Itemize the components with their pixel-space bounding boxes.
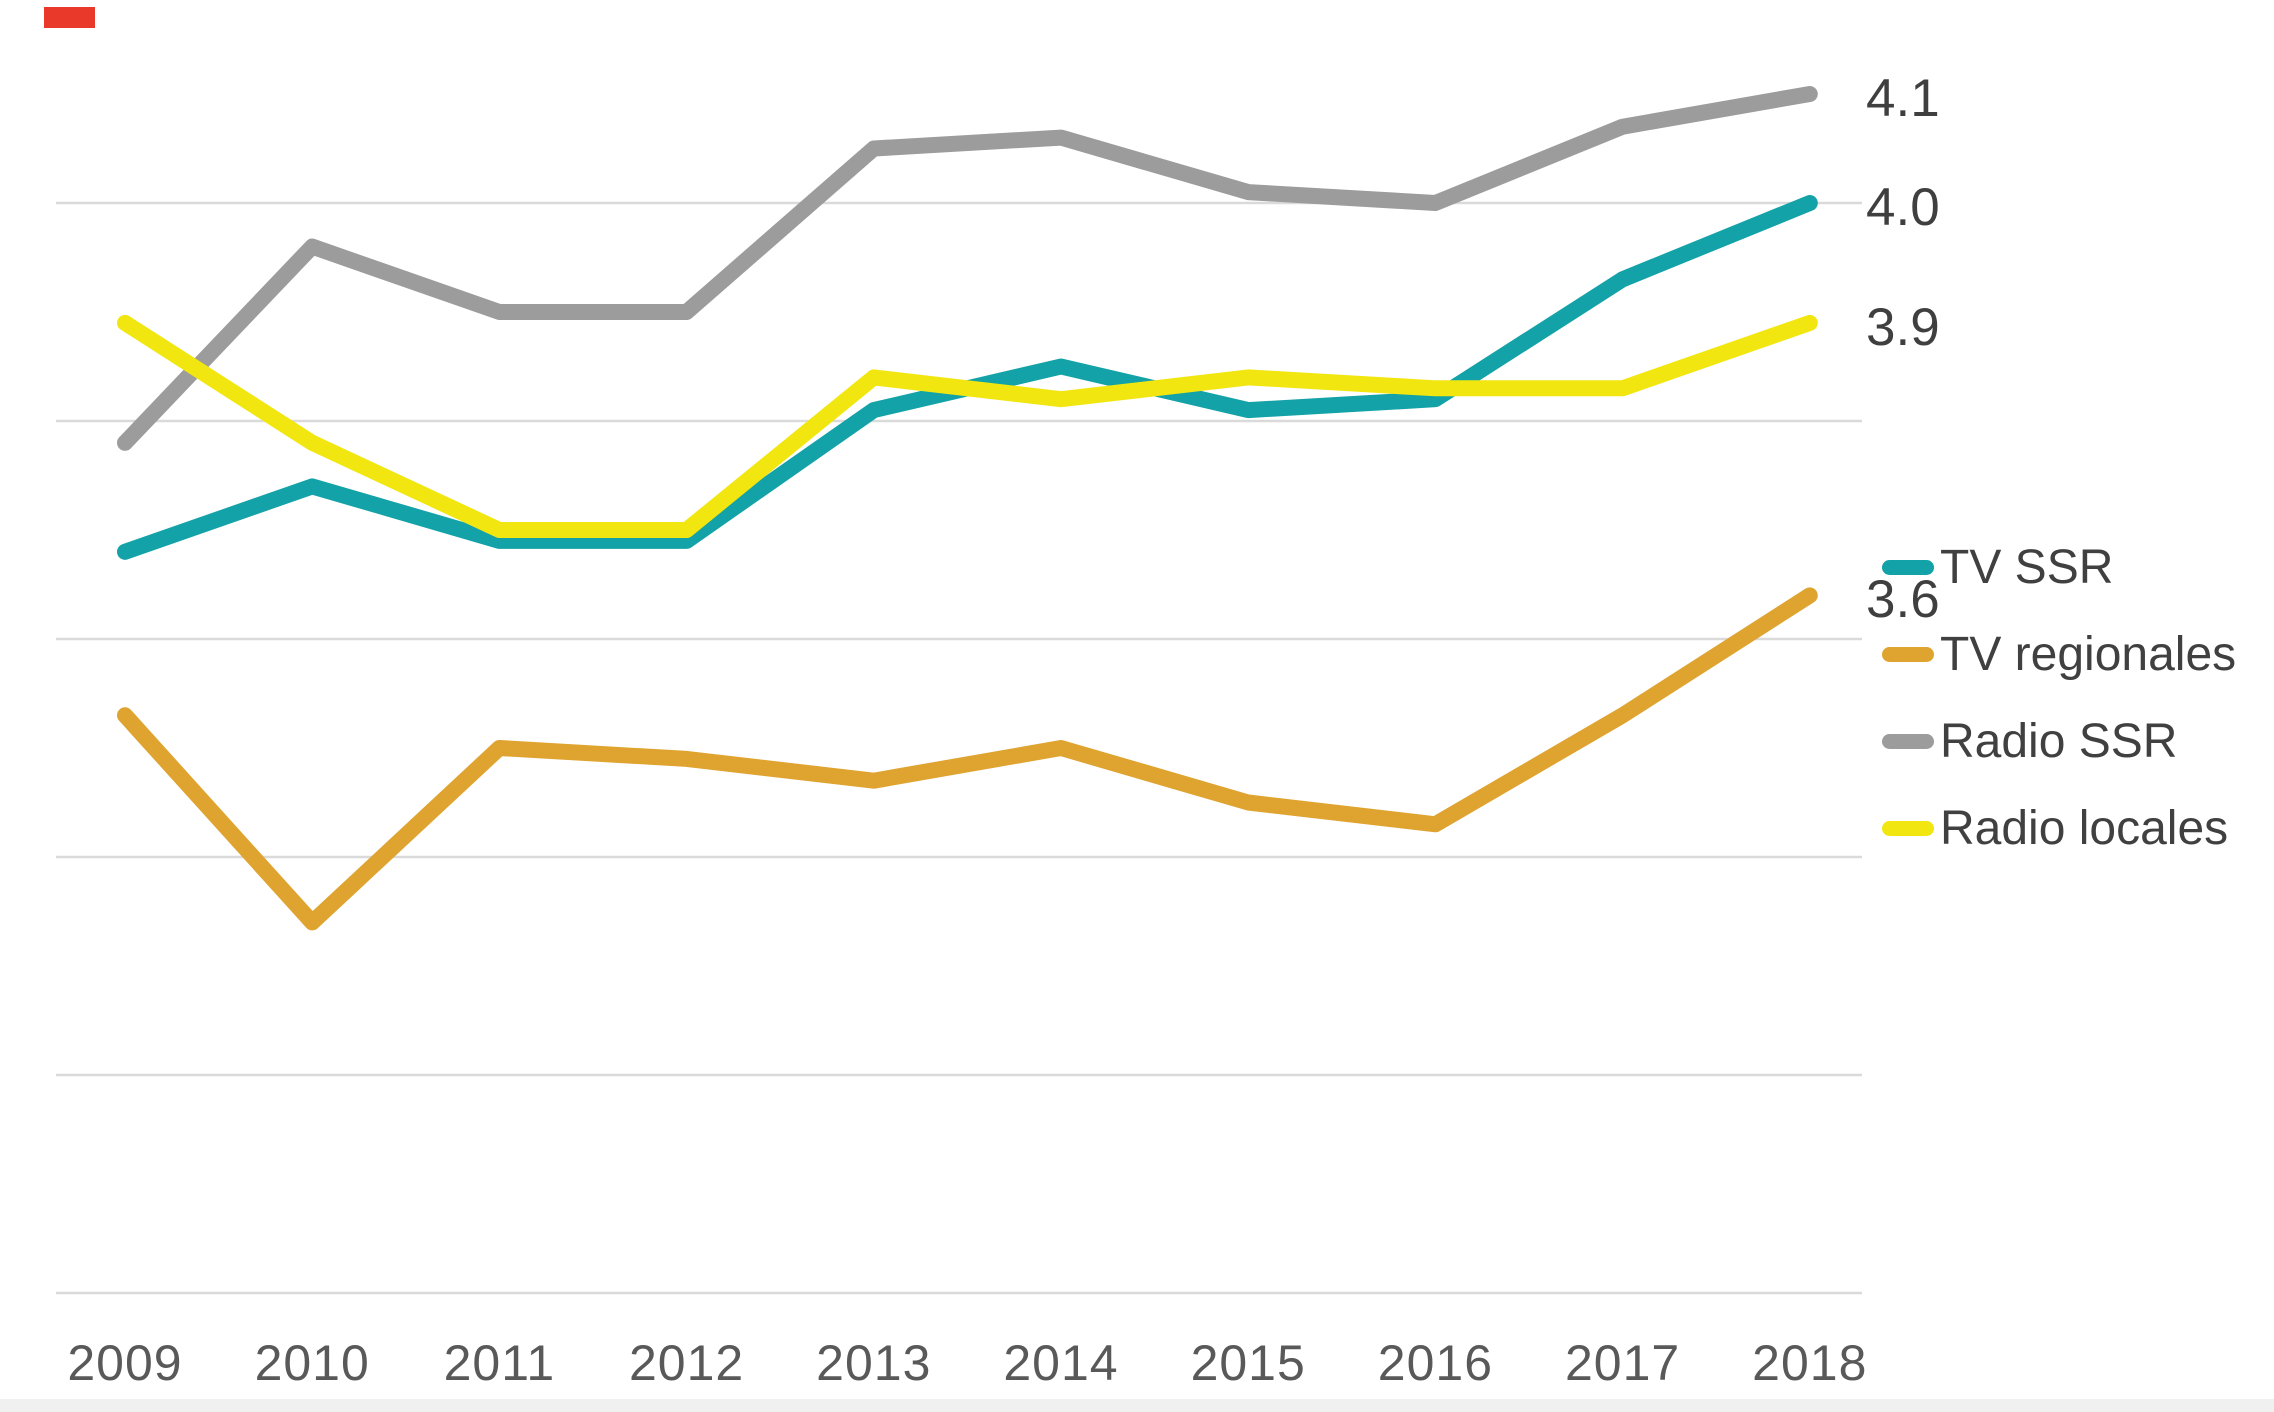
year-label-2011: 2011	[443, 1335, 556, 1391]
legend-label: Radio locales	[1940, 802, 2229, 855]
legend-label: TV SSR	[1940, 541, 2114, 594]
chart-legend: TV SSR TV regionales Radio SSR Radio loc…	[1882, 524, 2236, 872]
end-data-label-radio-locales: 3.9	[1866, 297, 1940, 357]
year-label-2014: 2014	[1003, 1335, 1119, 1391]
year-label-2012: 2012	[628, 1335, 745, 1391]
bottom-edge-band	[0, 1399, 2274, 1412]
radio-ssr-swatch	[1882, 734, 1934, 749]
year-label-2017: 2017	[1564, 1335, 1681, 1391]
legend-label: Radio SSR	[1940, 715, 2178, 768]
red-marker	[44, 7, 95, 28]
year-label-2015: 2015	[1190, 1335, 1306, 1391]
year-label-2013: 2013	[816, 1335, 932, 1391]
year-label-2010: 2010	[254, 1335, 370, 1391]
legend-label: TV regionales	[1940, 628, 2237, 681]
legend-item-tv-regionales: TV regionales	[1882, 611, 2236, 698]
end-data-label-tv-regionales: 3.6	[1866, 570, 1940, 630]
tv-ssr-swatch	[1882, 560, 1934, 575]
tv-regionales-swatch	[1882, 647, 1934, 662]
legend-item-radio-locales: Radio locales	[1882, 785, 2236, 872]
radio-locales-swatch	[1882, 821, 1934, 836]
series-line-radio-ssr	[117, 86, 1818, 451]
legend-item-radio-ssr: Radio SSR	[1882, 698, 2236, 785]
series-line-tv-ssr	[117, 195, 1818, 560]
end-data-label-radio-ssr: 4.1	[1866, 69, 1940, 128]
year-label-2018: 2018	[1752, 1335, 1868, 1391]
series-line-radio-locales	[117, 314, 1818, 538]
legend-item-tv-ssr: TV SSR	[1882, 524, 2236, 611]
series-line-tv-regionales	[117, 587, 1818, 931]
end-data-label-tv-ssr: 4.0	[1866, 178, 1940, 237]
year-label-2016: 2016	[1377, 1335, 1493, 1391]
year-label-2009: 2009	[67, 1335, 183, 1391]
